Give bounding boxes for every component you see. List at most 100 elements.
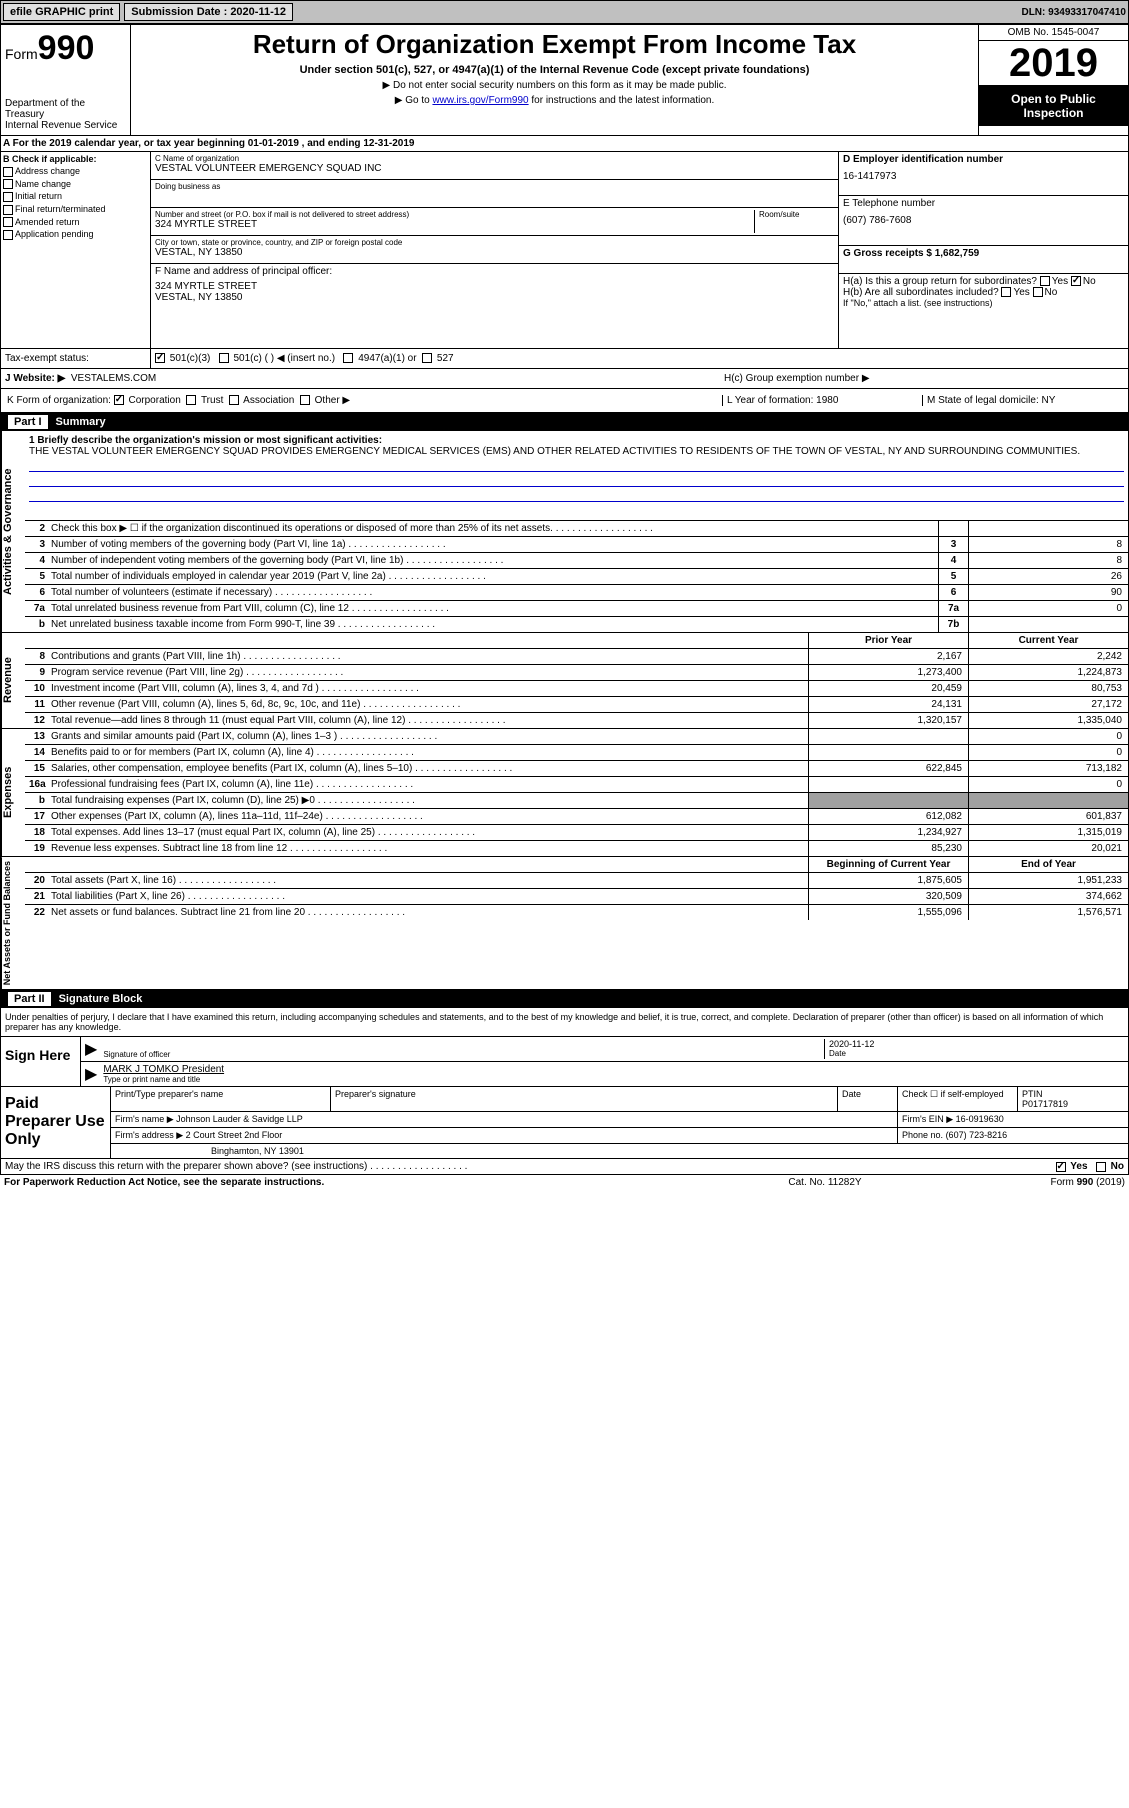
checkbox-icon[interactable]	[3, 230, 13, 240]
line-item: b Net unrelated business taxable income …	[25, 617, 1128, 632]
submission-button[interactable]: Submission Date : 2020-11-12	[124, 3, 293, 21]
dept-text: Department of the Treasury Internal Reve…	[5, 98, 126, 131]
checkbox-checked-icon[interactable]	[155, 353, 165, 363]
efile-button[interactable]: efile GRAPHIC print	[3, 3, 120, 21]
line-item: 4 Number of independent voting members o…	[25, 553, 1128, 569]
status-label: Tax-exempt status:	[1, 349, 151, 368]
form-header: Form990 Department of the Treasury Inter…	[0, 24, 1129, 136]
form-note1: ▶ Do not enter social security numbers o…	[135, 80, 974, 91]
website-row: J Website: ▶ VESTALEMS.COM H(c) Group ex…	[0, 369, 1129, 389]
checkbox-checked-icon[interactable]	[1071, 276, 1081, 286]
part2-header: Part IISignature Block	[0, 990, 1129, 1008]
checkbox-icon[interactable]	[422, 353, 432, 363]
line-item: 3 Number of voting members of the govern…	[25, 537, 1128, 553]
line-item: 22 Net assets or fund balances. Subtract…	[25, 905, 1128, 920]
checkbox-icon[interactable]	[3, 217, 13, 227]
checkbox-checked-icon[interactable]	[1056, 1162, 1066, 1172]
signature-block: Under penalties of perjury, I declare th…	[0, 1008, 1129, 1175]
arrow-icon: ▶	[85, 1039, 97, 1059]
checkbox-icon[interactable]	[1033, 287, 1043, 297]
checkbox-icon[interactable]	[3, 205, 13, 215]
mission-box: 1 Briefly describe the organization's mi…	[25, 431, 1128, 521]
irs-link[interactable]: www.irs.gov/Form990	[432, 95, 528, 106]
checkbox-checked-icon[interactable]	[114, 395, 124, 405]
vtab-governance: Activities & Governance	[1, 431, 25, 632]
addr-row: Number and street (or P.O. box if mail i…	[151, 208, 838, 236]
city-row: City or town, state or province, country…	[151, 236, 838, 264]
officer-row: F Name and address of principal officer:…	[151, 264, 838, 324]
status-row: Tax-exempt status: 501(c)(3) 501(c) ( ) …	[0, 349, 1129, 369]
checkbox-icon[interactable]	[300, 395, 310, 405]
checkbox-icon[interactable]	[219, 353, 229, 363]
omb-number: OMB No. 1545-0047	[979, 25, 1128, 41]
header-right: OMB No. 1545-0047 2019 Open to Public In…	[978, 25, 1128, 135]
topbar: efile GRAPHIC print Submission Date : 20…	[0, 0, 1129, 24]
block-b: B Check if applicable: Address change Na…	[1, 152, 151, 348]
checkbox-icon[interactable]	[186, 395, 196, 405]
open-public-badge: Open to Public Inspection	[979, 86, 1128, 126]
line-item: 20 Total assets (Part X, line 16) 1,875,…	[25, 873, 1128, 889]
arrow-icon: ▶	[85, 1064, 97, 1084]
checkbox-icon[interactable]	[229, 395, 239, 405]
dba-row: Doing business as	[151, 180, 838, 208]
governance-block: Activities & Governance 1 Briefly descri…	[0, 431, 1129, 633]
vtab-expenses: Expenses	[1, 729, 25, 856]
checkbox-icon[interactable]	[1096, 1162, 1106, 1172]
expenses-block: Expenses 13 Grants and similar amounts p…	[0, 729, 1129, 857]
preparer-block: Paid Preparer Use Only Print/Type prepar…	[1, 1086, 1128, 1158]
line-item: 13 Grants and similar amounts paid (Part…	[25, 729, 1128, 745]
form-number: 990	[38, 29, 95, 67]
line-item: 10 Investment income (Part VIII, column …	[25, 681, 1128, 697]
line-item: 9 Program service revenue (Part VIII, li…	[25, 665, 1128, 681]
preparer-label: Paid Preparer Use Only	[1, 1087, 111, 1158]
header-center: Return of Organization Exempt From Incom…	[131, 25, 978, 135]
org-name-row: C Name of organization VESTAL VOLUNTEER …	[151, 152, 838, 180]
sign-here-label: Sign Here	[1, 1037, 81, 1086]
part1-header: Part ISummary	[0, 413, 1129, 431]
sig-declaration: Under penalties of perjury, I declare th…	[1, 1008, 1128, 1037]
line-item: 7a Total unrelated business revenue from…	[25, 601, 1128, 617]
checkbox-icon[interactable]	[1001, 287, 1011, 297]
line-item: 14 Benefits paid to or for members (Part…	[25, 745, 1128, 761]
phone-row: E Telephone number (607) 786-7608	[839, 196, 1128, 246]
checkbox-icon[interactable]	[3, 192, 13, 202]
net-block: Net Assets or Fund Balances Beginning of…	[0, 857, 1129, 990]
line-item: 19 Revenue less expenses. Subtract line …	[25, 841, 1128, 856]
checkbox-icon[interactable]	[343, 353, 353, 363]
dln-text: DLN: 93493317047410	[1021, 7, 1126, 18]
form-prefix: Form	[5, 46, 38, 62]
line-item: 17 Other expenses (Part IX, column (A), …	[25, 809, 1128, 825]
line-item: 21 Total liabilities (Part X, line 26) 3…	[25, 889, 1128, 905]
line-item: 18 Total expenses. Add lines 13–17 (must…	[25, 825, 1128, 841]
tax-year: 2019	[979, 41, 1128, 86]
vtab-net: Net Assets or Fund Balances	[1, 857, 25, 989]
line-item: 15 Salaries, other compensation, employe…	[25, 761, 1128, 777]
checkbox-icon[interactable]	[3, 167, 13, 177]
block-h: H(a) Is this a group return for subordin…	[839, 274, 1128, 348]
status-options: 501(c)(3) 501(c) ( ) ◀ (insert no.) 4947…	[151, 349, 1128, 368]
header-left: Form990 Department of the Treasury Inter…	[1, 25, 131, 135]
main-block: B Check if applicable: Address change Na…	[0, 152, 1129, 349]
checkbox-icon[interactable]	[3, 179, 13, 189]
vtab-revenue: Revenue	[1, 633, 25, 728]
block-d: D Employer identification number 16-1417…	[838, 152, 1128, 348]
ein-row: D Employer identification number 16-1417…	[839, 152, 1128, 196]
gross-row: G Gross receipts $ 1,682,759	[839, 246, 1128, 274]
line-item: 16a Professional fundraising fees (Part …	[25, 777, 1128, 793]
line-item: 12 Total revenue—add lines 8 through 11 …	[25, 713, 1128, 728]
checkbox-icon[interactable]	[1040, 276, 1050, 286]
line-item: 2 Check this box ▶ ☐ if the organization…	[25, 521, 1128, 537]
form-title: Return of Organization Exempt From Incom…	[135, 29, 974, 60]
website-value: VESTALEMS.COM	[71, 373, 156, 384]
line-item: b Total fundraising expenses (Part IX, c…	[25, 793, 1128, 809]
kform-row: K Form of organization: Corporation Trus…	[0, 389, 1129, 413]
revenue-block: Revenue Prior Year Current Year 8 Contri…	[0, 633, 1129, 729]
line-item: 5 Total number of individuals employed i…	[25, 569, 1128, 585]
period-line: A For the 2019 calendar year, or tax yea…	[0, 136, 1129, 152]
form-subtitle: Under section 501(c), 527, or 4947(a)(1)…	[135, 64, 974, 76]
footer: For Paperwork Reduction Act Notice, see …	[0, 1175, 1129, 1190]
block-c: C Name of organization VESTAL VOLUNTEER …	[151, 152, 838, 348]
line-item: 8 Contributions and grants (Part VIII, l…	[25, 649, 1128, 665]
hc-label: H(c) Group exemption number ▶	[724, 373, 1124, 384]
line-item: 6 Total number of volunteers (estimate i…	[25, 585, 1128, 601]
